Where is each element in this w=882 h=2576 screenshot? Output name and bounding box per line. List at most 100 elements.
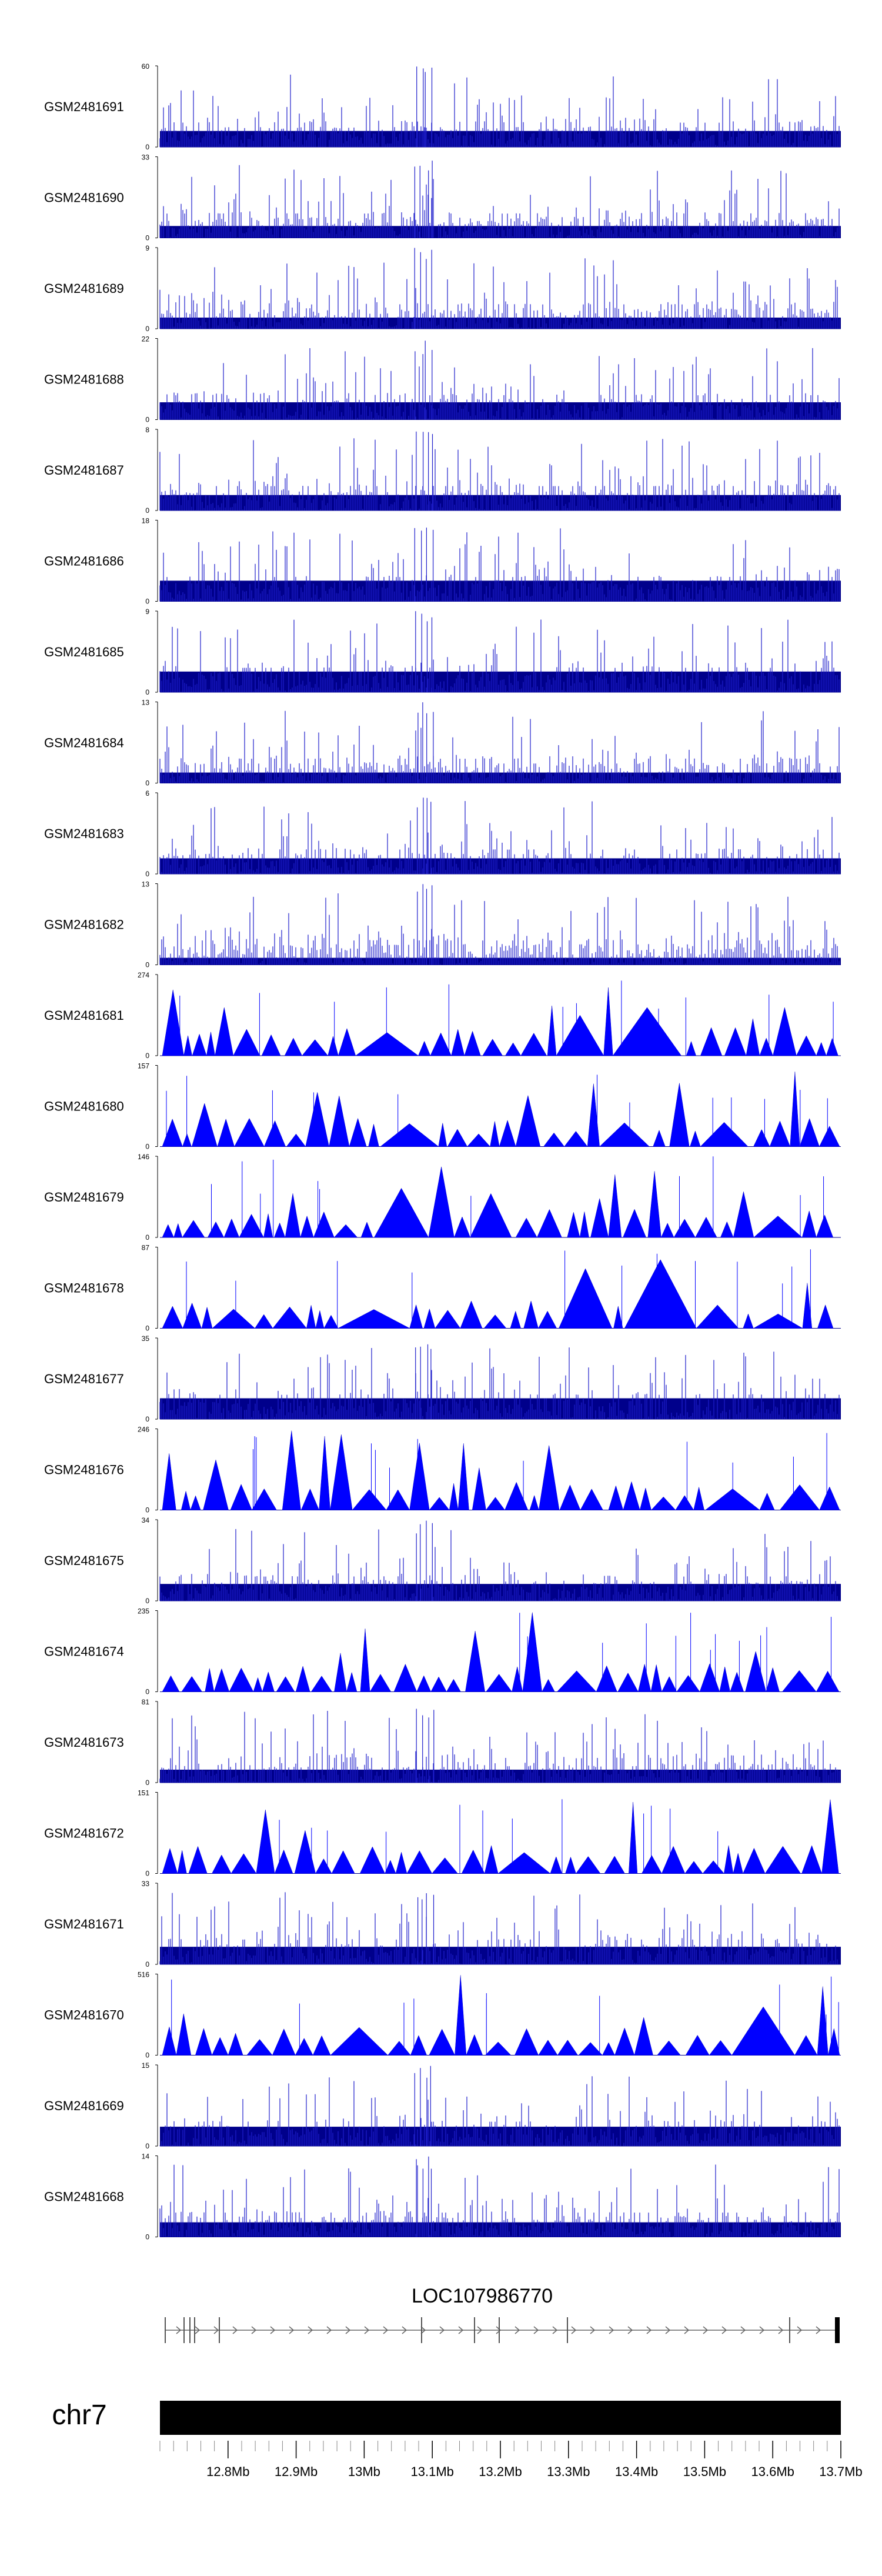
signal-GSM2481689 [159,248,841,329]
strand-arrow-icon [797,2326,803,2334]
y-min-label: 0 [145,1960,149,1968]
signal-peaks [162,1612,840,1692]
y-max-label: 33 [142,1880,150,1888]
strand-arrow-icon [496,2326,502,2334]
strand-arrow-icon [270,2326,276,2334]
y-min-label: 0 [145,1870,149,1878]
gene-exon [499,2317,500,2343]
y-max-label: 35 [142,1334,150,1343]
track-GSM2481688: GSM2481688 22 0 [44,335,841,424]
track-label: GSM2481670 [44,2008,124,2023]
strand-arrow-icon [740,2326,746,2334]
signal-GSM2481685 [159,611,841,692]
y-min-label: 0 [145,2233,149,2241]
track-label: GSM2481676 [44,1463,124,1477]
y-max-label: 34 [142,1516,150,1524]
strand-arrow-icon [816,2326,821,2334]
strand-arrow-icon [778,2326,784,2334]
y-max-label: 146 [138,1153,149,1161]
track-label: GSM2481679 [44,1190,124,1204]
chromosome-ideogram: chr7 12.8Mb 12.9Mb 13Mb 13.1Mb 13.2Mb 13.3Mb 1… [52,2400,862,2479]
track-label: GSM2481691 [44,99,124,114]
y-min-label: 0 [145,234,149,242]
y-max-label: 87 [142,1244,150,1252]
signal-peaks [162,1975,840,2056]
y-min-label: 0 [145,1778,149,1787]
strand-arrow-icon [703,2326,709,2334]
y-max-label: 151 [138,1789,149,1797]
y-min-label: 0 [145,1597,149,1605]
chromosome-bar [160,2401,841,2435]
y-max-label: 157 [138,1062,149,1070]
strand-arrow-icon [176,2326,182,2334]
strand-arrow-icon [627,2326,633,2334]
signal-GSM2481691 [159,66,841,147]
strand-arrow-icon [514,2326,520,2334]
track-GSM2481682: GSM2481682 13 0 [44,880,841,969]
track-label: GSM2481684 [44,736,124,750]
signal-peaks [162,987,838,1056]
strand-arrow-icon [420,2326,426,2334]
signal-band [160,317,841,329]
y-min-label: 0 [145,1688,149,1696]
signal-peaks [162,1166,834,1238]
y-max-label: 6 [145,789,149,798]
axis-tick-label: 12.8Mb [206,2464,249,2479]
axis-tick-label: 13.6Mb [751,2464,794,2479]
track-label: GSM2481668 [44,2190,124,2204]
signal-bars [159,798,840,874]
track-label: GSM2481683 [44,826,124,841]
signal-spikes [186,1249,811,1329]
gene-exon [194,2317,195,2343]
axis-tick-label: 13.3Mb [547,2464,590,2479]
axis-tick-label: 13.5Mb [683,2464,726,2479]
y-min-label: 0 [145,1506,149,1514]
signal-GSM2481687 [159,431,841,510]
chromosome-label: chr7 [52,2400,106,2431]
signal-bars [159,1520,840,1601]
strand-arrow-icon [721,2326,727,2334]
track-label: GSM2481673 [44,1735,124,1750]
track-label: GSM2481669 [44,2098,124,2113]
track-GSM2481671: GSM2481671 33 0 [44,1880,841,1968]
y-max-label: 9 [145,244,149,252]
track-label: GSM2481686 [44,554,124,569]
signal-bars [159,528,840,602]
signal-bars [159,161,840,238]
signal-GSM2481690 [159,161,841,238]
y-min-label: 0 [145,779,149,788]
signal-peaks [162,1430,840,1510]
track-GSM2481689: GSM2481689 9 0 [44,244,841,333]
strand-arrow-icon [759,2326,765,2334]
signal-bars [159,884,840,965]
signal-spikes [279,1799,719,1874]
y-min-label: 0 [145,1143,149,1151]
strand-arrow-icon [402,2326,407,2334]
y-min-label: 0 [145,688,149,696]
signal-GSM2481686 [159,528,841,602]
y-max-label: 13 [142,880,150,889]
signal-peaks [162,1259,834,1329]
strand-arrow-icon [552,2326,558,2334]
y-max-label: 60 [142,62,150,71]
strand-arrow-icon [590,2326,596,2334]
signal-peaks [162,1072,840,1147]
y-min-label: 0 [145,143,149,151]
track-GSM2481686: GSM2481686 18 0 [44,517,841,606]
signal-band [160,402,841,420]
track-label: GSM2481681 [44,1008,124,1023]
strand-arrow-icon [289,2326,295,2334]
track-GSM2481683: GSM2481683 6 0 [44,789,841,878]
track-label: GSM2481685 [44,645,124,659]
y-max-label: 15 [142,2061,150,2070]
track-GSM2481678: GSM2481678 87 0 [44,1244,841,1333]
axis-tick-label: 13.1Mb [411,2464,454,2479]
track-label: GSM2481671 [44,1917,124,1931]
y-min-label: 0 [145,325,149,333]
signal-bars [159,341,840,420]
y-max-label: 8 [145,426,149,434]
signal-GSM2481679 [162,1156,834,1238]
y-min-label: 0 [145,1052,149,1060]
track-label: GSM2481690 [44,191,124,205]
